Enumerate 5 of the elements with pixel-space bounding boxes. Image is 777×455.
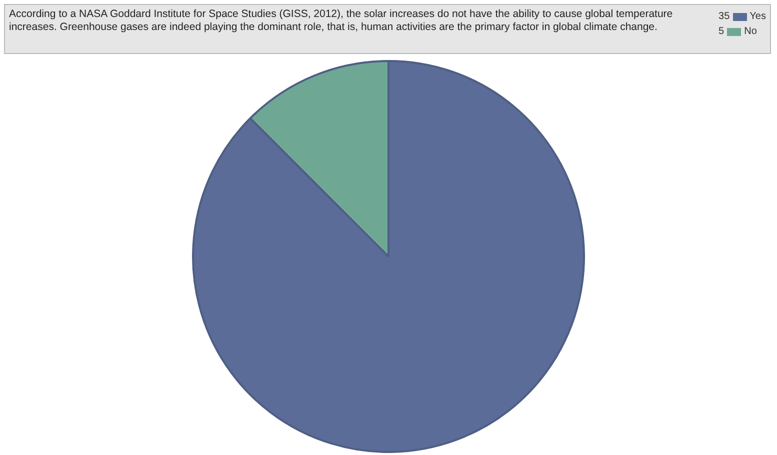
legend-label: Yes <box>750 11 766 22</box>
data-label: 5 <box>718 26 724 37</box>
data-label: 35 <box>718 11 730 22</box>
legend-label: No <box>744 26 757 37</box>
chart-title: According to a NASA Goddard Institute for Space Studies (GISS, 2012), the solar increases do not have the ability to cause global temperature increases. Greenhouse gases are indeed playing the dominant role, that is, human activities are the primary factor in global climate change. <box>9 8 674 34</box>
